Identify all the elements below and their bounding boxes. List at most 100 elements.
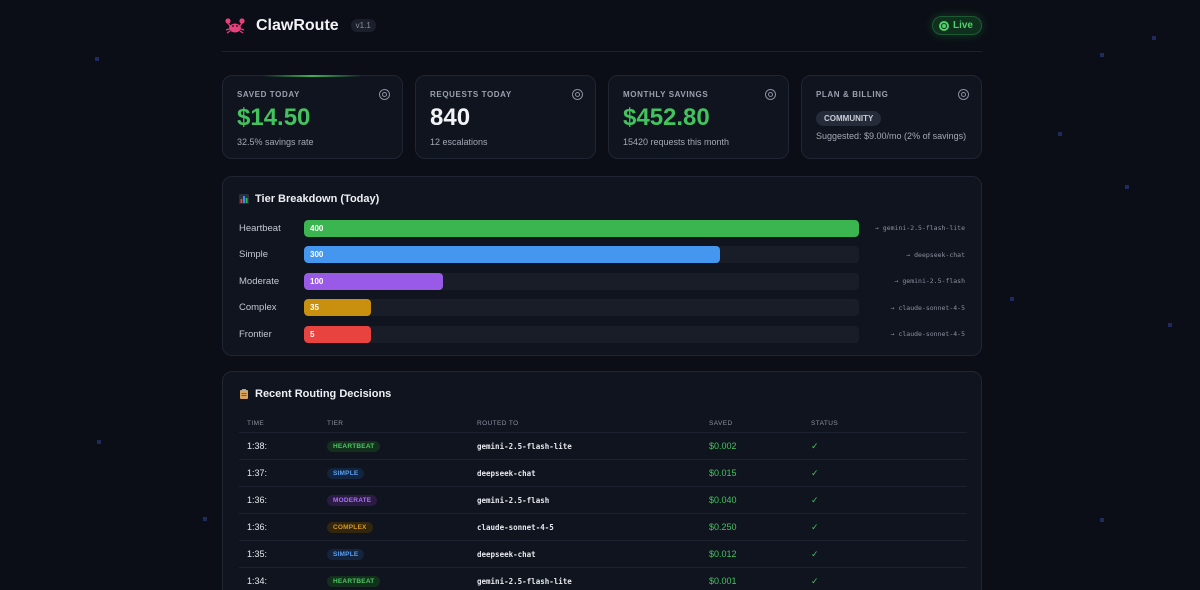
saved-today-card: SAVED TODAY $14.50 32.5% savings rate [222, 75, 403, 159]
row-time: 1:36: [239, 513, 319, 541]
tier-bar: 300 [304, 246, 721, 264]
table-row[interactable]: 1:38: HEARTBEAT gemini-2.5-flash-lite $0.00… [239, 432, 967, 460]
tier-count: 35 [310, 303, 319, 313]
escalations-count: 12 escalations [430, 137, 488, 147]
row-time: 1:37: [239, 459, 319, 487]
row-model: deepseek-chat [469, 459, 701, 487]
row-saved: $0.040 [701, 486, 803, 514]
row-status-check-icon: ✓ [803, 486, 967, 514]
panel-title: Tier Breakdown (Today) [239, 193, 965, 205]
bar-chart-icon [239, 194, 249, 204]
row-tier: SIMPLE [319, 459, 469, 487]
row-model: gemini-2.5-flash-lite [469, 567, 701, 590]
requests-today-card: REQUESTS TODAY 840 12 escalations [415, 75, 596, 159]
live-status-badge[interactable]: Live [931, 16, 982, 35]
row-tier: HEARTBEAT [319, 567, 469, 590]
tier-badge: MODERATE [327, 495, 378, 506]
info-icon[interactable] [765, 89, 776, 100]
column-header-time: TIME [239, 412, 319, 433]
live-indicator-icon [938, 20, 949, 31]
tier-model: → deepseek-chat [906, 250, 965, 259]
row-saved: $0.012 [701, 540, 803, 568]
background-star [97, 440, 101, 444]
table-row[interactable]: 1:37: SIMPLE deepseek-chat $0.015 ✓ [239, 459, 967, 487]
tier-bar-track: 100 [304, 272, 859, 290]
table-header-row: TIME TIER ROUTED TO SAVED STATUS [239, 412, 967, 433]
requests-today-value: 840 [430, 104, 471, 131]
tier-name: Simple [239, 249, 269, 261]
card-label: SAVED TODAY [237, 90, 300, 99]
table-row[interactable]: 1:35: SIMPLE deepseek-chat $0.012 ✓ [239, 540, 967, 568]
card-label: MONTHLY SAVINGS [623, 90, 709, 99]
row-time: 1:38: [239, 432, 319, 460]
tier-badge: HEARTBEAT [327, 576, 381, 587]
row-status-check-icon: ✓ [803, 432, 967, 460]
tier-row: Frontier 5 → claude-sonnet-4-5 [239, 321, 965, 348]
row-status-check-icon: ✓ [803, 540, 967, 568]
version-badge: v1.1 [350, 19, 376, 32]
tier-row: Moderate 100 → gemini-2.5-flash [239, 268, 965, 295]
tier-model: → gemini-2.5-flash [894, 277, 965, 286]
background-star [1010, 297, 1014, 301]
tier-badge: HEARTBEAT [327, 441, 381, 452]
info-icon[interactable] [572, 89, 583, 100]
background-star [1125, 185, 1129, 189]
tier-badge: SIMPLE [327, 549, 365, 560]
info-icon[interactable] [958, 89, 969, 100]
saved-today-value: $14.50 [237, 104, 311, 131]
tier-model: → claude-sonnet-4-5 [890, 330, 965, 339]
tier-row: Simple 300 → deepseek-chat [239, 242, 965, 269]
crab-icon [224, 15, 246, 37]
row-tier: HEARTBEAT [319, 432, 469, 460]
tier-bar-track: 35 [304, 299, 859, 317]
row-model: gemini-2.5-flash-lite [469, 432, 701, 460]
table-row[interactable]: 1:36: COMPLEX claude-sonnet-4-5 $0.250 ✓ [239, 513, 967, 541]
recent-decisions-panel: Recent Routing Decisions TIME TIER ROUTE… [222, 371, 982, 590]
tier-breakdown-title: Tier Breakdown (Today) [255, 193, 380, 205]
background-star [95, 57, 99, 61]
brand-name: ClawRoute [256, 16, 339, 34]
tier-bar-track: 300 [304, 246, 859, 264]
row-model: claude-sonnet-4-5 [469, 513, 701, 541]
suggested-price: Suggested: $9.00/mo (2% of savings) [816, 131, 967, 141]
clipboard-icon [239, 389, 249, 399]
tier-row: Heartbeat 400 → gemini-2.5-flash-lite [239, 215, 965, 242]
row-tier: COMPLEX [319, 513, 469, 541]
row-time: 1:35: [239, 540, 319, 568]
info-icon[interactable] [379, 89, 390, 100]
tier-model: → claude-sonnet-4-5 [890, 303, 965, 312]
column-header-routed-to: ROUTED TO [469, 412, 701, 433]
column-header-saved: SAVED [701, 412, 803, 433]
column-header-status: STATUS [803, 412, 967, 433]
tier-count: 5 [310, 329, 315, 339]
background-star [1058, 132, 1062, 136]
background-star [1152, 36, 1156, 40]
savings-rate: 32.5% savings rate [237, 137, 314, 147]
card-label: PLAN & BILLING [816, 90, 889, 99]
row-time: 1:36: [239, 486, 319, 514]
stats-cards: SAVED TODAY $14.50 32.5% savings rate RE… [222, 75, 982, 159]
row-tier: MODERATE [319, 486, 469, 514]
tier-count: 400 [310, 223, 324, 233]
table-row[interactable]: 1:36: MODERATE gemini-2.5-flash $0.040 ✓ [239, 486, 967, 514]
tier-breakdown-panel: Tier Breakdown (Today) Heartbeat 400 → gem… [222, 176, 982, 356]
background-star [1100, 53, 1104, 57]
tier-row: Complex 35 → claude-sonnet-4-5 [239, 295, 965, 322]
column-header-tier: TIER [319, 412, 469, 433]
background-star [1100, 518, 1104, 522]
card-label: REQUESTS TODAY [430, 90, 512, 99]
plan-billing-card: PLAN & BILLING COMMUNITY Suggested: $9.0… [801, 75, 982, 159]
row-status-check-icon: ✓ [803, 459, 967, 487]
row-saved: $0.015 [701, 459, 803, 487]
monthly-savings-card: MONTHLY SAVINGS $452.80 15420 requests t… [608, 75, 789, 159]
tier-bar: 5 [304, 325, 371, 343]
app-header: ClawRoute v1.1 Live [222, 0, 982, 52]
row-status-check-icon: ✓ [803, 513, 967, 541]
tier-model: → gemini-2.5-flash-lite [874, 224, 965, 233]
live-status-label: Live [952, 20, 973, 31]
table-row[interactable]: 1:34: HEARTBEAT gemini-2.5-flash-lite $0.00… [239, 567, 967, 590]
tier-bar: 35 [304, 299, 371, 317]
row-saved: $0.001 [701, 567, 803, 590]
tier-bar-track: 400 [304, 219, 859, 237]
plan-badge: COMMUNITY [816, 111, 882, 126]
